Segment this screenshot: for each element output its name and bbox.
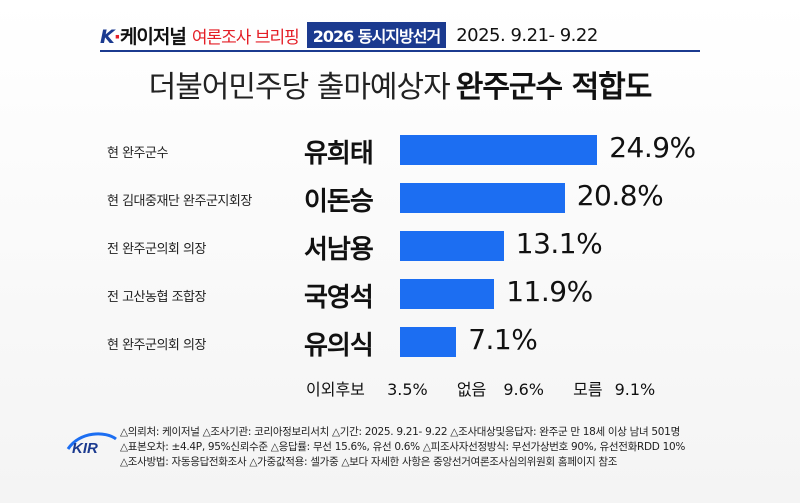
note-line: △표본오차: ±4.4P, 95%신뢰수준 △응답률: 무선 15.6%, 유선… [120, 441, 686, 453]
chart-row: 현 완주군수 유희태 24.9% [0, 131, 800, 171]
note-line: △조사방법: 자동응답전화조사 △가중값적용: 셀가중 △보다 자세한 사항은 … [120, 456, 618, 468]
header: K·케이저널 여론조사 브리핑 2026 동시지방선거 2025. 9.21- … [100, 22, 700, 48]
page-title: 더불어민주당 출마예상자 완주군수 적합도 [0, 62, 800, 106]
kir-logo: KIR [66, 432, 117, 457]
candidate-name: 국영석 [304, 283, 374, 313]
candidate-name: 유희태 [304, 139, 374, 169]
bar [400, 135, 598, 165]
header-divider [100, 50, 700, 52]
dont-know-label: 모름 [573, 380, 603, 399]
title-strong: 완주군수 적합도 [455, 70, 653, 105]
candidate-position: 전 완주군의회 의장 [107, 242, 206, 257]
no-candidate: 없음 9.6% [457, 380, 556, 399]
chart-row: 전 고산농협 조합장 국영석 11.9% [0, 275, 800, 315]
kir-logo-text: KIR [72, 440, 98, 457]
bar-value-label: 7.1% [468, 323, 538, 356]
survey-dates: 2025. 9.21- 9.22 [456, 24, 598, 46]
bar-value-label: 24.9% [609, 131, 696, 164]
dont-know-value: 9.1% [614, 380, 656, 399]
candidate-position: 현 김대중재단 완주군지회장 [107, 194, 252, 209]
bar-value-label: 13.1% [515, 227, 603, 260]
bar [400, 327, 457, 357]
election-badge: 2026 동시지방선거 [306, 22, 447, 48]
other-candidates-label: 이외후보 [306, 380, 365, 399]
other-candidates: 이외후보 3.5% [306, 380, 440, 399]
notes-text: △의뢰처: 케이저널 △조사기관: 코리아정보리서치 △기간: 2025. 9.… [120, 425, 685, 470]
bar-value-label: 20.8% [576, 179, 664, 212]
candidate-position: 현 완주군의회 의장 [107, 338, 206, 353]
bar [400, 279, 495, 309]
logo-k: K [100, 25, 115, 48]
other-candidates-value: 3.5% [387, 380, 428, 399]
candidate-position: 현 완주군수 [107, 146, 168, 161]
candidate-name: 유의식 [304, 331, 374, 361]
chart-row: 현 완주군의회 의장 유의식 7.1% [0, 323, 800, 363]
k-journal-logo: K·케이저널 [100, 22, 187, 49]
candidate-name: 이돈승 [304, 187, 374, 217]
logo-dot: · [113, 25, 121, 48]
candidate-name: 서남용 [304, 235, 374, 265]
chart-row: 현 김대중재단 완주군지회장 이돈승 20.8% [0, 179, 800, 219]
note-line: △의뢰처: 케이저널 △조사기관: 코리아정보리서치 △기간: 2025. 9.… [120, 426, 680, 438]
chart-row: 전 완주군의회 의장 서남용 13.1% [0, 227, 800, 267]
logo-text: 케이저널 [119, 25, 187, 48]
bar [400, 183, 565, 213]
no-candidate-value: 9.6% [503, 380, 545, 399]
briefing-label: 여론조사 브리핑 [191, 27, 300, 48]
other-responses: 이외후보 3.5% 없음 9.6% 모름 9.1% [306, 376, 679, 400]
bar [400, 231, 504, 261]
no-candidate-label: 없음 [456, 380, 487, 399]
title-lead: 더불어민주당 출마예상자 [148, 70, 451, 105]
dont-know: 모름 9.1% [573, 380, 667, 399]
candidate-position: 전 고산농협 조합장 [107, 290, 206, 305]
bar-value-label: 11.9% [506, 275, 593, 308]
